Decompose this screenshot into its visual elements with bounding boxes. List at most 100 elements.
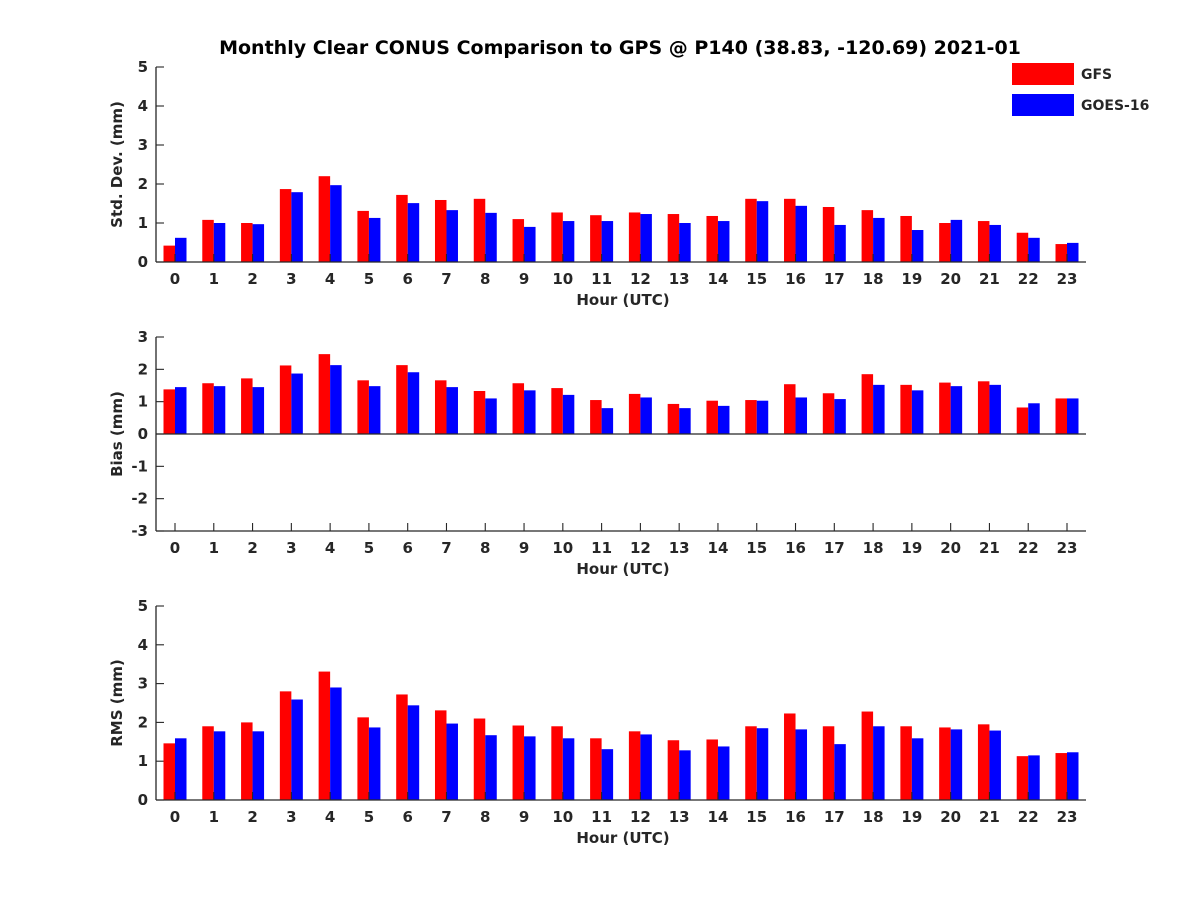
bar-goes-16-hour-23 [1067, 752, 1079, 800]
y-tick-label: 1 [138, 214, 148, 232]
bar-goes-16-hour-0 [175, 738, 187, 800]
y-tick-label: 5 [138, 597, 148, 615]
y-tick-label: 3 [138, 136, 148, 154]
chart-title: Monthly Clear CONUS Comparison to GPS @ … [219, 37, 1021, 59]
bar-goes-16-hour-0 [175, 387, 187, 434]
x-tick-label: 0 [170, 539, 180, 557]
x-tick-label: 17 [824, 808, 845, 826]
bar-goes-16-hour-12 [640, 734, 652, 800]
bar-gfs-hour-0 [163, 245, 175, 262]
x-tick-label: 21 [979, 808, 1000, 826]
bar-goes-16-hour-3 [291, 373, 303, 434]
x-tick-label: 22 [1018, 539, 1039, 557]
bar-gfs-hour-3 [279, 189, 292, 262]
bar-goes-16-hour-4 [330, 185, 342, 262]
x-tick-label: 1 [209, 270, 219, 288]
bar-gfs-hour-6 [396, 194, 408, 262]
bar-gfs-hour-15 [745, 198, 757, 262]
x-tick-label: 8 [480, 270, 490, 288]
x-tick-label: 10 [552, 270, 573, 288]
bar-goes-16-hour-6 [407, 705, 420, 800]
x-tick-label: 11 [591, 539, 612, 557]
x-tick-label: 21 [979, 270, 1000, 288]
y-tick-label: 1 [138, 752, 148, 770]
bar-goes-16-hour-22 [1028, 755, 1040, 800]
legend-swatch-goes-16 [1012, 94, 1074, 116]
y-tick-label: 0 [138, 425, 148, 443]
x-tick-label: 15 [746, 539, 767, 557]
x-tick-label: 4 [325, 539, 335, 557]
bar-gfs-hour-17 [822, 207, 835, 262]
bar-gfs-hour-23 [1055, 753, 1067, 800]
bar-goes-16-hour-8 [485, 212, 497, 262]
y-axis-label: Bias (mm) [108, 391, 126, 477]
bar-goes-16-hour-8 [485, 735, 497, 800]
bar-goes-16-hour-4 [330, 365, 342, 434]
bar-gfs-hour-9 [512, 219, 525, 262]
x-axis-label: Hour (UTC) [576, 560, 669, 578]
bar-goes-16-hour-1 [213, 731, 226, 800]
bar-goes-16-hour-9 [524, 390, 536, 434]
bar-gfs-hour-23 [1055, 398, 1067, 434]
x-tick-label: 23 [1057, 808, 1078, 826]
bar-gfs-hour-16 [784, 713, 796, 800]
y-tick-label: 4 [138, 636, 148, 654]
bar-gfs-hour-9 [512, 383, 525, 434]
bar-gfs-hour-3 [279, 691, 292, 800]
x-tick-label: 6 [402, 270, 412, 288]
bar-goes-16-hour-13 [679, 408, 691, 434]
bar-gfs-hour-12 [628, 212, 641, 262]
x-tick-label: 13 [669, 270, 690, 288]
x-tick-label: 18 [863, 270, 884, 288]
x-tick-label: 11 [591, 808, 612, 826]
bar-gfs-hour-9 [512, 725, 525, 800]
bar-gfs-hour-18 [861, 210, 874, 262]
bar-gfs-hour-5 [357, 380, 369, 434]
x-tick-label: 1 [209, 539, 219, 557]
x-tick-label: 23 [1057, 539, 1078, 557]
x-tick-label: 9 [519, 539, 529, 557]
bar-goes-16-hour-18 [873, 726, 885, 800]
x-tick-label: 16 [785, 270, 806, 288]
x-tick-label: 12 [630, 539, 651, 557]
x-tick-label: 17 [824, 539, 845, 557]
bar-gfs-hour-14 [706, 215, 718, 262]
bar-gfs-hour-1 [202, 383, 214, 434]
x-tick-label: 5 [364, 539, 374, 557]
x-axis-label: Hour (UTC) [576, 291, 669, 309]
x-tick-label: 20 [940, 808, 961, 826]
bar-gfs-hour-10 [551, 388, 563, 434]
bar-goes-16-hour-20 [950, 219, 963, 262]
y-tick-label: 1 [138, 393, 148, 411]
x-tick-label: 9 [519, 270, 529, 288]
bar-goes-16-hour-14 [717, 746, 730, 800]
bar-gfs-hour-21 [977, 381, 990, 434]
bar-gfs-hour-18 [861, 711, 874, 800]
x-tick-label: 19 [901, 539, 922, 557]
bar-goes-16-hour-17 [834, 399, 846, 434]
bar-gfs-hour-2 [241, 223, 253, 262]
bar-gfs-hour-16 [784, 384, 796, 434]
x-tick-label: 7 [441, 808, 451, 826]
x-tick-label: 14 [708, 808, 729, 826]
y-tick-label: -3 [131, 522, 148, 540]
bar-gfs-hour-5 [357, 717, 369, 800]
x-tick-label: 19 [901, 270, 922, 288]
bar-goes-16-hour-12 [640, 397, 652, 434]
x-tick-label: 10 [552, 539, 573, 557]
legend-swatch-gfs [1012, 63, 1074, 85]
bar-goes-16-hour-19 [911, 738, 924, 800]
bar-goes-16-hour-15 [756, 201, 769, 262]
bar-goes-16-hour-6 [407, 372, 420, 434]
bar-goes-16-hour-1 [213, 386, 226, 434]
bar-gfs-hour-15 [745, 400, 757, 434]
bar-gfs-hour-0 [163, 389, 175, 434]
bar-gfs-hour-14 [706, 400, 718, 434]
x-tick-label: 3 [286, 808, 296, 826]
bar-goes-16-hour-20 [950, 386, 963, 434]
bar-goes-16-hour-2 [252, 731, 265, 800]
x-tick-label: 8 [480, 539, 490, 557]
bar-gfs-hour-10 [551, 212, 563, 262]
x-tick-label: 6 [402, 539, 412, 557]
